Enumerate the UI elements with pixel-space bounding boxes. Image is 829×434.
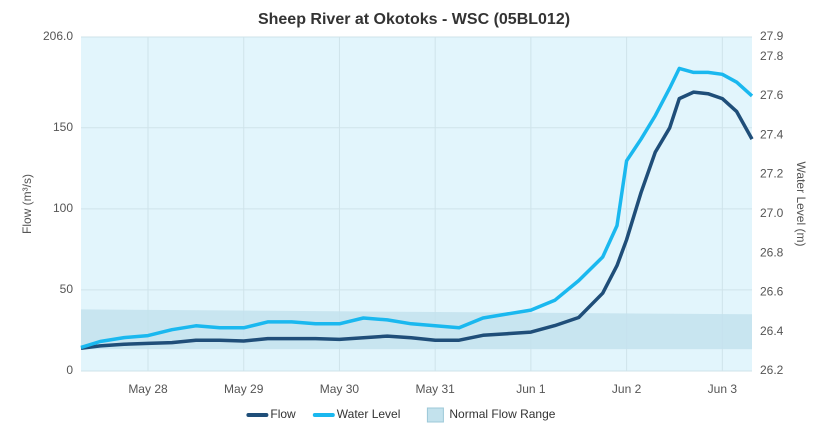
y2-tick-label: 26.6 <box>760 285 784 299</box>
x-tick-label: Jun 3 <box>708 382 738 396</box>
y2-tick-label: 26.2 <box>760 363 784 377</box>
y-tick-label: 206.0 <box>43 29 73 43</box>
y2-tick-label: 27.6 <box>760 88 784 102</box>
x-tick-label: May 28 <box>128 382 168 396</box>
y2-tick-label: 26.4 <box>760 324 784 338</box>
y2-tick-label: 27.9 <box>760 29 784 43</box>
y2-tick-label: 27.0 <box>760 206 784 220</box>
y2-tick-label: 27.2 <box>760 167 784 181</box>
x-tick-label: May 29 <box>224 382 264 396</box>
y-tick-label: 50 <box>60 282 74 296</box>
y2-tick-label: 27.4 <box>760 127 784 141</box>
line <box>80 66 754 350</box>
chart-title: Sheep River at Okotoks - WSC (05BL012) <box>258 11 570 28</box>
x-tick-label: Jun 1 <box>516 382 546 396</box>
y-axis-label: Flow (m³/s) <box>20 174 34 234</box>
legend-swatch <box>426 407 444 423</box>
legend-label: Normal Flow Range <box>449 407 555 421</box>
legend-label: Flow <box>270 407 296 421</box>
y-tick-label: 100 <box>53 201 73 215</box>
x-tick-label: Jun 2 <box>612 382 642 396</box>
legend-label: Water Level <box>337 407 401 421</box>
x-tick-label: May 31 <box>415 382 455 396</box>
line <box>80 90 754 351</box>
y-tick-label: 150 <box>53 120 73 134</box>
y2-tick-label: 26.8 <box>760 245 784 259</box>
y2-axis-label: Water Level (m) <box>794 162 808 247</box>
x-tick-label: May 30 <box>320 382 360 396</box>
y2-tick-label: 27.8 <box>760 49 784 63</box>
y-tick-label: 0 <box>66 363 73 377</box>
